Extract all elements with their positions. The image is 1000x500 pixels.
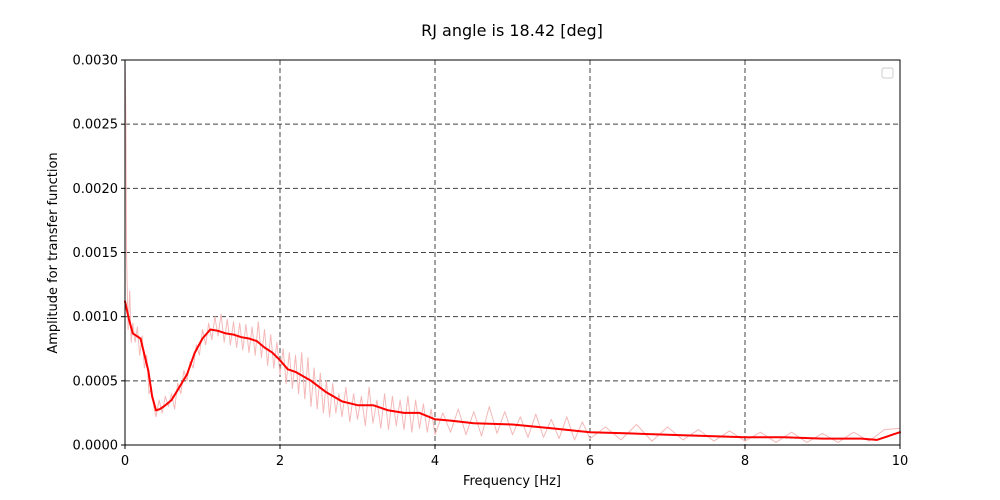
legend-box (881, 67, 894, 79)
smoothed-series (124, 300, 901, 441)
x-axis-ticks: 0 2 4 6 8 10 (121, 445, 908, 469)
y-tick-label: 0.0015 (73, 246, 119, 261)
x-axis-label: Frequency [Hz] (463, 474, 561, 489)
smoothed-series-line (124, 300, 901, 441)
x-tick-label: 2 (276, 454, 284, 469)
x-tick-label: 10 (892, 454, 909, 469)
x-tick-label: 4 (431, 454, 439, 469)
y-axis-ticks: 0.0000 0.0005 0.0010 0.0015 0.0020 0.0025 0.00… (73, 54, 125, 454)
grid (125, 60, 900, 445)
y-tick-label: 0.0020 (73, 182, 119, 197)
x-tick-label: 8 (741, 454, 749, 469)
y-tick-label: 0.0005 (73, 374, 119, 389)
y-tick-label: 0.0000 (73, 439, 119, 454)
y-tick-label: 0.0030 (73, 54, 119, 69)
x-tick-label: 6 (586, 454, 594, 469)
y-tick-label: 0.0025 (73, 118, 119, 133)
chart-title: RJ angle is 18.42 [deg] (421, 21, 603, 40)
y-axis-label: Amplitude for transfer function (46, 152, 61, 353)
y-tick-label: 0.0010 (73, 310, 119, 325)
x-tick-label: 0 (121, 454, 129, 469)
